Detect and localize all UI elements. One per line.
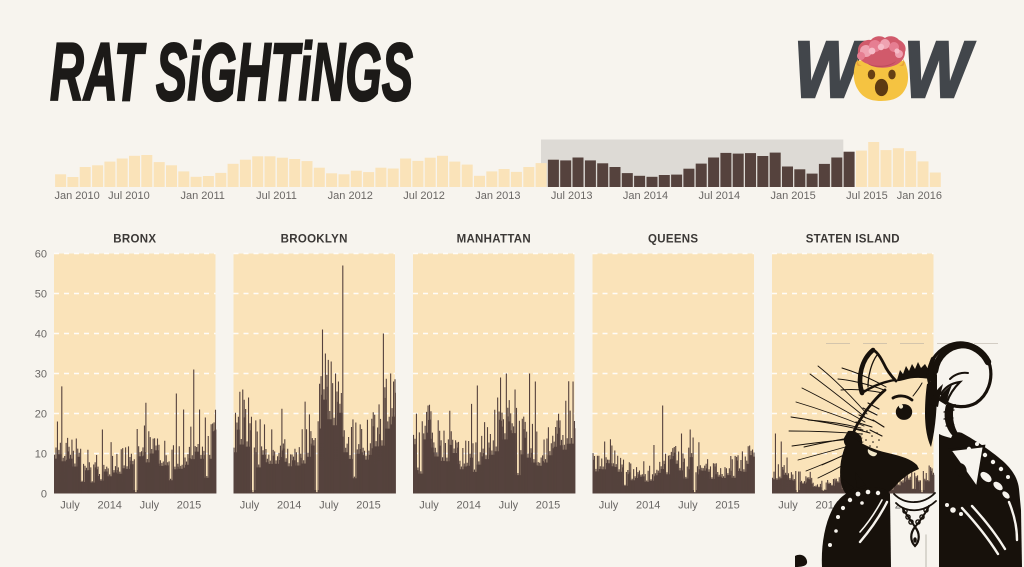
svg-text:Jul 2015: Jul 2015 xyxy=(846,190,888,202)
svg-text:2014: 2014 xyxy=(456,500,480,512)
svg-text:July: July xyxy=(678,500,698,512)
svg-text:0: 0 xyxy=(41,488,47,500)
svg-text:60: 60 xyxy=(35,248,47,260)
svg-text:2015: 2015 xyxy=(715,500,739,512)
svg-text:Jan 2016: Jan 2016 xyxy=(897,190,942,202)
svg-text:July: July xyxy=(499,500,519,512)
svg-text:2015: 2015 xyxy=(356,500,380,512)
svg-text:July: July xyxy=(319,500,339,512)
svg-text:QUEENS: QUEENS xyxy=(648,234,698,246)
svg-text:July: July xyxy=(140,500,160,512)
svg-text:2015: 2015 xyxy=(177,500,201,512)
svg-text:July: July xyxy=(240,500,260,512)
svg-text:20: 20 xyxy=(35,408,47,420)
svg-text:Jan 2010: Jan 2010 xyxy=(55,190,100,202)
svg-text:50: 50 xyxy=(35,288,47,300)
svg-text:Jul 2014: Jul 2014 xyxy=(699,190,741,202)
svg-text:W: W xyxy=(904,25,976,114)
svg-text:BROOKLYN: BROOKLYN xyxy=(281,234,348,246)
svg-text:Jan 2012: Jan 2012 xyxy=(328,190,373,202)
svg-text:Jul 2013: Jul 2013 xyxy=(551,190,593,202)
svg-text:MANHATTAN: MANHATTAN xyxy=(457,234,531,246)
svg-text:Jan 2014: Jan 2014 xyxy=(623,190,668,202)
svg-text:2014: 2014 xyxy=(277,500,301,512)
svg-text:Jul 2012: Jul 2012 xyxy=(403,190,445,202)
svg-text:Jul 2010: Jul 2010 xyxy=(108,190,150,202)
svg-text:July: July xyxy=(778,500,798,512)
svg-text:STATEN ISLAND: STATEN ISLAND xyxy=(806,234,900,246)
svg-text:2014: 2014 xyxy=(97,500,121,512)
svg-text:BRONX: BRONX xyxy=(113,234,156,246)
svg-text:10: 10 xyxy=(35,448,47,460)
svg-text:Jan 2015: Jan 2015 xyxy=(770,190,815,202)
svg-text:July: July xyxy=(419,500,439,512)
svg-text:40: 40 xyxy=(35,328,47,340)
svg-text:2015: 2015 xyxy=(536,500,560,512)
svg-text:RAT SiGHTiNGS: RAT SiGHTiNGS xyxy=(50,27,413,118)
svg-text:Jan 2011: Jan 2011 xyxy=(180,190,224,202)
svg-text:30: 30 xyxy=(35,368,47,380)
svg-text:2014: 2014 xyxy=(636,500,660,512)
svg-text:Jul 2011: Jul 2011 xyxy=(256,190,297,202)
svg-text:Jan 2013: Jan 2013 xyxy=(475,190,520,202)
svg-text:July: July xyxy=(599,500,619,512)
svg-text:July: July xyxy=(60,500,80,512)
